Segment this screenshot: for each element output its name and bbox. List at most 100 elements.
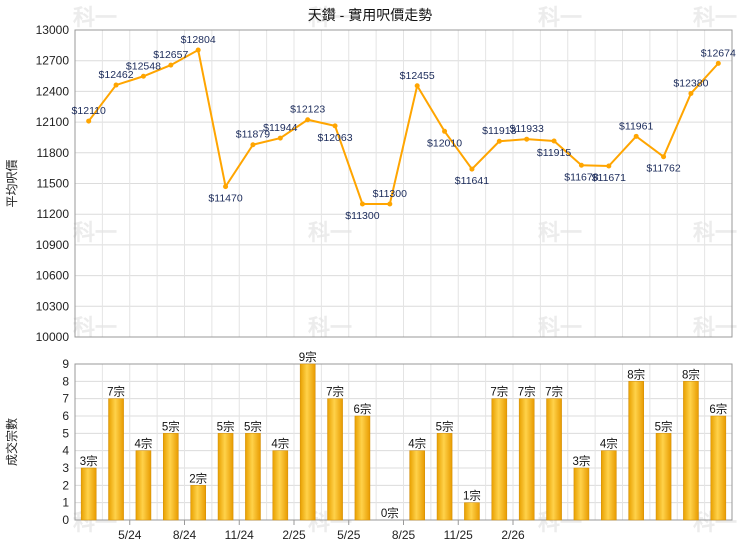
price-data-label: $11762 [646, 163, 680, 175]
volume-data-label: 1宗 [463, 489, 481, 503]
volume-data-label: 8宗 [627, 367, 645, 381]
price-point [688, 90, 694, 96]
watermark-text: 科一 [73, 315, 117, 340]
price-point [305, 117, 311, 123]
price-data-label: $12804 [181, 34, 216, 46]
price-data-label: $12462 [99, 69, 134, 81]
price-point [359, 201, 365, 207]
x-tick-label: 2/26 [501, 528, 525, 542]
volume-bar [710, 415, 727, 521]
price-point [250, 142, 256, 148]
price-data-label: $12548 [126, 60, 161, 72]
volume-bar [190, 485, 206, 521]
volume-bar [327, 398, 343, 521]
volume-bar [601, 450, 617, 521]
price-data-label: $12063 [318, 132, 353, 144]
price-point [524, 136, 530, 142]
volume-bar [464, 502, 480, 521]
price-panel: 10000 10300 10600 10900 11200 11500 11800 12100… [5, 23, 736, 344]
watermark-text: 科一 [73, 5, 117, 30]
watermark-text: 科一 [538, 220, 582, 245]
price-y-tick-label: 12700 [36, 54, 70, 68]
watermark-text: 科一 [538, 5, 582, 30]
volume-y-tick-label: 0 [62, 513, 69, 527]
volume-data-label: 4宗 [408, 437, 426, 451]
price-data-label: $11641 [455, 175, 489, 187]
watermark-text: 科一 [73, 220, 117, 245]
price-y-tick-label: 11500 [37, 177, 70, 191]
price-y-tick-label: 10300 [36, 299, 70, 313]
volume-bar [272, 450, 289, 521]
price-data-label: $12657 [153, 49, 188, 61]
price-point [633, 133, 639, 139]
volume-data-label: 3宗 [80, 454, 98, 468]
watermark-text: 科一 [308, 315, 352, 340]
price-data-label: $11933 [510, 123, 544, 135]
volume-bar [163, 433, 179, 521]
volume-data-label: 2宗 [189, 471, 207, 485]
price-point [168, 62, 174, 68]
volume-data-label: 7宗 [518, 385, 536, 399]
price-data-label: $12380 [673, 77, 708, 89]
price-point [195, 47, 201, 53]
x-tick-label: 5/25 [337, 528, 361, 542]
price-point [496, 138, 502, 144]
price-point [113, 82, 119, 88]
price-point [140, 73, 146, 79]
volume-bar [628, 381, 644, 521]
volume-y-tick-label: 7 [62, 392, 69, 406]
price-data-label: $12110 [72, 105, 106, 117]
price-data-label: $11671 [592, 172, 626, 184]
price-data-label: $12455 [400, 70, 435, 82]
volume-data-label: 6宗 [709, 402, 727, 416]
volume-data-label: 7宗 [545, 385, 563, 399]
volume-data-label: 5宗 [244, 419, 262, 433]
chart-title: 天鑽 - 實用呎價走勢 [308, 7, 432, 23]
price-y-tick-label: 10000 [36, 330, 70, 344]
price-point [86, 118, 92, 124]
price-y-tick-label: 12400 [36, 84, 70, 98]
volume-data-label: 9宗 [299, 350, 317, 364]
volume-bar [135, 450, 152, 521]
volume-data-label: 3宗 [572, 454, 590, 468]
price-y-axis-label: 平均呎價 [5, 159, 19, 207]
volume-bar [491, 398, 508, 521]
x-tick-label: 11/25 [444, 528, 473, 542]
volume-bar [245, 433, 261, 521]
volume-data-label: 5宗 [162, 419, 180, 433]
price-point [551, 138, 557, 144]
volume-data-label: 4宗 [134, 437, 152, 451]
volume-y-tick-label: 1 [62, 496, 69, 510]
price-data-label: $11944 [263, 122, 297, 134]
volume-bar [518, 398, 535, 521]
volume-bar [217, 433, 234, 521]
watermark-text: 科一 [538, 315, 582, 340]
price-y-tick-label: 10600 [36, 269, 70, 283]
price-y-tick-label: 10900 [36, 238, 70, 252]
watermark-text: 科一 [693, 315, 737, 340]
price-y-tick-label: 11800 [37, 146, 70, 160]
price-point [715, 60, 721, 66]
price-point [578, 162, 584, 168]
volume-data-label: 8宗 [682, 367, 700, 381]
volume-y-tick-label: 4 [62, 444, 69, 458]
volume-bar [683, 381, 699, 521]
volume-data-label: 5宗 [655, 419, 673, 433]
price-point [469, 166, 475, 172]
volume-y-axis-label: 成交宗數 [4, 418, 19, 466]
volume-bar [354, 415, 371, 521]
volume-data-label: 6宗 [353, 402, 371, 416]
volume-bar [409, 450, 425, 521]
price-line [87, 48, 720, 205]
volume-data-label: 4宗 [271, 437, 289, 451]
price-data-label: $12010 [427, 137, 462, 149]
price-data-label: $11961 [619, 120, 653, 132]
x-tick-label: 11/24 [225, 528, 254, 542]
price-point [442, 128, 448, 134]
volume-y-tick-label: 9 [62, 357, 69, 371]
volume-bar [546, 398, 562, 521]
price-data-label: $12674 [701, 47, 736, 59]
price-data-label: $11913 [482, 125, 516, 137]
